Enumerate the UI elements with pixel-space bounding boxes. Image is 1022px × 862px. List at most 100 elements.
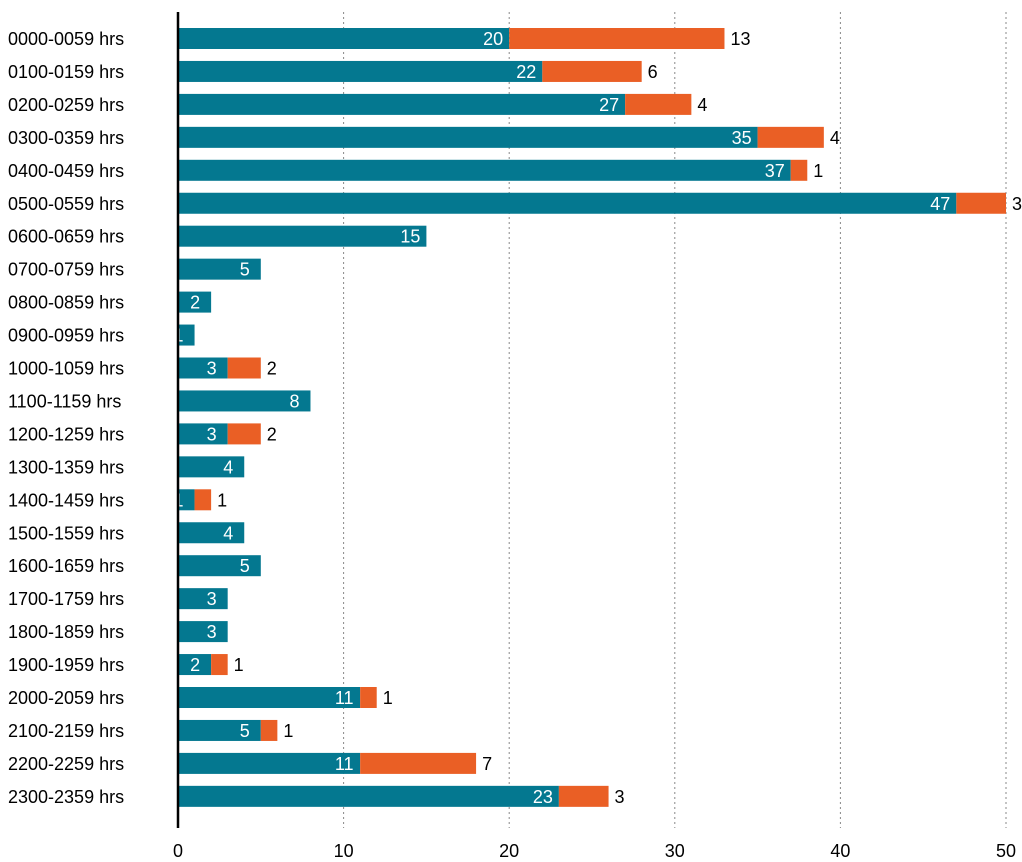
category-labels: 0000-0059 hrs 0100-0159 hrs 0200-0259 hrs 0… [8,29,124,807]
category-label: 1900-1959 hrs [8,655,124,675]
category-label: 2000-2059 hrs [8,688,124,708]
category-label: 1100-1159 hrs [8,391,121,411]
bar-series-1 [178,522,245,544]
category-label: 1800-1859 hrs [8,622,124,642]
bar-series-1 [178,423,228,445]
category-label: 2300-2359 hrs [8,787,124,807]
data-label-series-2: 1 [383,688,393,708]
data-label-series-2: 3 [1012,194,1022,214]
category-label: 1000-1059 hrs [8,359,124,379]
data-label-series-1: 3 [207,359,217,379]
x-tick-label: 20 [499,841,519,861]
data-label-series-1: 11 [335,754,354,774]
bar-series-1 [178,60,543,82]
data-label-series-2: 4 [830,128,840,148]
bar-series-1 [178,28,510,49]
category-label: 0500-0559 hrs [8,194,124,214]
bar-series-2 [558,785,609,807]
bar-series-1 [178,159,791,181]
bar-series-1 [178,719,261,741]
bar-series-1 [178,126,758,148]
bar-series-1 [178,555,261,577]
bar-series-1 [178,687,361,708]
data-label-series-1: 4 [223,457,233,477]
data-label-series-2: 4 [697,95,707,115]
data-label-series-1: 23 [533,787,553,807]
category-label: 1200-1259 hrs [8,424,124,444]
category-label: 0000-0059 hrs [8,29,124,49]
category-label: 1700-1759 hrs [8,589,124,609]
bar-series-1 [178,324,195,346]
data-label-series-2: 2 [267,424,277,444]
data-label-series-2: 1 [813,161,823,181]
data-label-series-1: 5 [240,556,250,576]
bars-layer [178,28,1006,807]
bar-series-2 [542,60,642,82]
category-label: 0900-0959 hrs [8,326,124,346]
bar-series-1 [178,93,626,115]
bar-series-2 [360,687,377,708]
x-tick-label: 30 [665,841,685,861]
data-label-series-2: 2 [267,359,277,379]
bar-series-1 [178,258,261,280]
bar-series-2 [360,752,477,774]
x-tick-label: 0 [173,841,183,861]
category-label: 0700-0759 hrs [8,260,124,280]
category-label: 1500-1559 hrs [8,523,124,543]
data-label-series-1: 8 [289,391,299,411]
x-tick-label: 10 [334,841,354,861]
bar-series-2 [260,719,278,741]
data-label-series-1: 3 [207,424,217,444]
data-label-series-1: 37 [765,161,785,181]
bar-series-1 [178,621,228,643]
data-label-series-1: 11 [335,688,354,708]
bar-series-2 [757,126,824,148]
x-tick-label: 50 [996,841,1016,861]
x-tick-labels: 0 10 20 30 40 50 [173,841,1016,861]
data-label-series-1: 15 [400,227,420,247]
bar-series-1 [178,390,311,412]
category-label: 2100-2159 hrs [8,721,124,741]
bar-series-1 [178,192,957,214]
bar-series-1 [178,654,212,676]
category-label: 1300-1359 hrs [8,457,124,477]
data-label-series-1: 4 [223,523,233,543]
data-label-series-1: 5 [240,721,250,741]
bar-series-1 [178,456,245,478]
bar-series-1 [178,752,361,774]
data-label-series-1: 47 [930,194,950,214]
bar-series-1 [178,588,228,610]
data-label-series-2: 1 [217,490,227,510]
data-label-series-1: 3 [207,589,217,609]
x-tick-label: 40 [830,841,850,861]
data-label-series-2: 7 [482,754,492,774]
bar-series-2 [211,654,228,676]
category-label: 2200-2259 hrs [8,754,124,774]
data-label-series-1: 5 [240,260,250,280]
bar-series-1 [178,489,195,511]
category-label: 1600-1659 hrs [8,556,124,576]
bar-series-2 [227,423,261,445]
bar-series-2 [509,28,725,49]
data-label-series-1: 3 [207,622,217,642]
category-label: 1400-1459 hrs [8,490,124,510]
bar-series-1 [178,785,559,807]
data-label-series-1: 27 [599,95,619,115]
category-label: 0800-0859 hrs [8,293,124,313]
bar-series-2 [227,357,261,379]
bar-series-2 [790,159,808,181]
data-labels-layer: 2013226274354371473155213283241145332111… [174,29,1022,807]
category-label: 0200-0259 hrs [8,95,124,115]
category-label: 0100-0159 hrs [8,62,124,82]
bar-series-1 [178,291,212,313]
data-label-series-2: 1 [234,655,244,675]
category-label: 0600-0659 hrs [8,227,124,247]
bar-series-2 [194,489,212,511]
bar-series-2 [625,93,692,115]
data-label-series-1: 20 [483,29,503,49]
data-label-series-2: 3 [615,787,625,807]
bar-series-2 [956,192,1006,214]
data-label-series-1: 22 [516,62,536,82]
data-label-series-1: 2 [190,655,200,675]
